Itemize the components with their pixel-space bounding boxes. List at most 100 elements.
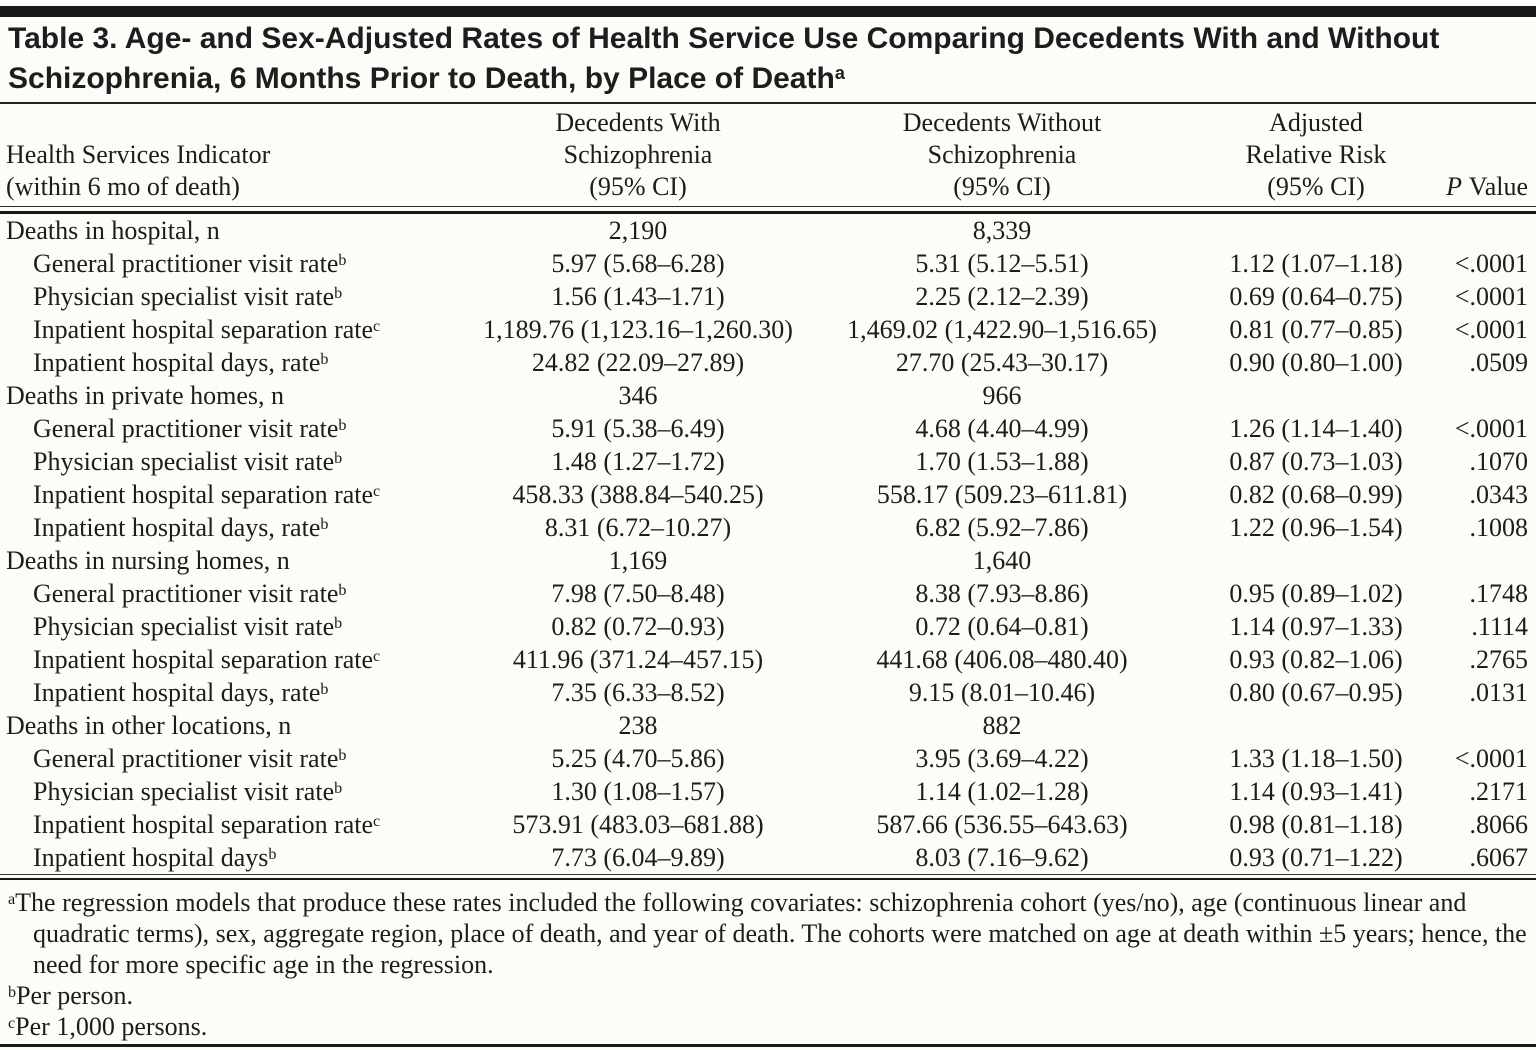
table-row: Inpatient hospital separation ratec 411.… xyxy=(0,643,1536,676)
row-footnote-marker: b xyxy=(338,746,347,764)
cell-with-schizophrenia: 8.31 (6.72–10.27) xyxy=(544,513,732,542)
cell-without-schizophrenia: 2.25 (2.12–2.39) xyxy=(915,282,1089,311)
cell-p-value: <.0001 xyxy=(1454,315,1528,344)
cell-with-schizophrenia: 5.97 (5.68–6.28) xyxy=(551,249,725,278)
column-header-p-value: P Value xyxy=(1446,172,1528,201)
row-label: Inpatient hospital separation rate xyxy=(33,480,374,509)
row-label: Physician specialist visit rate xyxy=(33,612,335,641)
row-label: Physician specialist visit rate xyxy=(33,447,335,476)
cell-without-schizophrenia: 4.68 (4.40–4.99) xyxy=(915,414,1089,443)
row-footnote-marker: c xyxy=(373,647,381,665)
cell-adjusted-relative-risk: 0.87 (0.73–1.03) xyxy=(1229,447,1403,476)
cell-p-value: .2171 xyxy=(1469,777,1529,806)
row-label: Deaths in hospital, n xyxy=(6,216,220,245)
cell-with-schizophrenia: 1.48 (1.27–1.72) xyxy=(551,447,725,476)
row-label: General practitioner visit rate xyxy=(33,249,339,278)
row-label: Inpatient hospital days, rate xyxy=(33,678,321,707)
cell-without-schizophrenia: 1.14 (1.02–1.28) xyxy=(915,777,1089,806)
table-row: Physician specialist visit rateb 1.30 (1… xyxy=(0,775,1536,808)
row-footnote-marker: b xyxy=(334,284,343,302)
cell-adjusted-relative-risk: 0.90 (0.80–1.00) xyxy=(1229,348,1403,377)
cell-without-schizophrenia: 966 xyxy=(982,381,1022,410)
table-row: Deaths in private homes, n 346 966 xyxy=(0,379,1536,412)
row-footnote-marker: b xyxy=(334,779,343,797)
cell-without-schizophrenia: 0.72 (0.64–0.81) xyxy=(915,612,1089,641)
column-header-without-schizophrenia: Decedents Without Schizophrenia (95% CI) xyxy=(902,108,1102,201)
row-label: Inpatient hospital separation rate xyxy=(33,810,374,839)
cell-without-schizophrenia: 1,469.02 (1,422.90–1,516.65) xyxy=(847,315,1157,344)
cell-with-schizophrenia: 1,189.76 (1,123.16–1,260.30) xyxy=(483,315,793,344)
cell-with-schizophrenia: 573.91 (483.03–681.88) xyxy=(512,810,764,839)
row-footnote-marker: b xyxy=(268,845,277,863)
footnote-b-marker: b xyxy=(8,983,17,1001)
column-header-indicator: Health Services Indicator (within 6 mo o… xyxy=(6,140,271,201)
row-footnote-marker: c xyxy=(373,482,381,500)
table-row: General practitioner visit rateb 5.25 (4… xyxy=(0,742,1536,775)
footnote-c-marker: c xyxy=(8,1014,16,1032)
health-service-use-table: Health Services Indicator (within 6 mo o… xyxy=(0,104,1536,874)
cell-adjusted-relative-risk: 0.81 (0.77–0.85) xyxy=(1229,315,1403,344)
row-label: General practitioner visit rate xyxy=(33,579,339,608)
cell-p-value: <.0001 xyxy=(1454,249,1528,278)
cell-p-value: .1114 xyxy=(1471,612,1528,641)
cell-p-value: .8066 xyxy=(1469,810,1529,839)
row-label: Inpatient hospital separation rate xyxy=(33,315,374,344)
table-row: Inpatient hospital days, rateb 7.35 (6.3… xyxy=(0,676,1536,709)
table-row: Deaths in nursing homes, n 1,169 1,640 xyxy=(0,544,1536,577)
cell-without-schizophrenia: 3.95 (3.69–4.22) xyxy=(915,744,1089,773)
row-footnote-marker: c xyxy=(373,317,381,335)
cell-p-value xyxy=(1444,379,1536,412)
cell-without-schizophrenia: 27.70 (25.43–30.17) xyxy=(895,348,1109,377)
cell-with-schizophrenia: 7.73 (6.04–9.89) xyxy=(551,843,725,872)
column-header-with-schizophrenia: Decedents With Schizophrenia (95% CI) xyxy=(555,108,721,201)
row-footnote-marker: c xyxy=(373,812,381,830)
row-footnote-marker: b xyxy=(334,614,343,632)
cell-p-value xyxy=(1444,709,1536,742)
cell-p-value: .0131 xyxy=(1469,678,1529,707)
table-row: Inpatient hospital separation ratec 458.… xyxy=(0,478,1536,511)
table-title-line2: Schizophrenia, 6 Months Prior to Death, … xyxy=(8,62,845,95)
cell-adjusted-relative-risk: 0.93 (0.82–1.06) xyxy=(1229,645,1403,674)
table-row: Inpatient hospital days, rateb 24.82 (22… xyxy=(0,346,1536,379)
table-title: Table 3. Age- and Sex-Adjusted Rates of … xyxy=(8,19,1526,99)
table-row: Deaths in hospital, n 2,190 8,339 xyxy=(0,214,1536,247)
cell-p-value xyxy=(1444,214,1536,247)
row-label: General practitioner visit rate xyxy=(33,744,339,773)
footnotes: aThe regression models that produce thes… xyxy=(8,887,1528,1042)
bottom-rule xyxy=(0,1044,1536,1047)
title-rule xyxy=(0,102,1536,104)
cell-p-value: <.0001 xyxy=(1454,414,1528,443)
cell-with-schizophrenia: 346 xyxy=(618,381,658,410)
cell-adjusted-relative-risk: 1.33 (1.18–1.50) xyxy=(1229,744,1403,773)
cell-without-schizophrenia: 587.66 (536.55–643.63) xyxy=(876,810,1128,839)
table-row: General practitioner visit rateb 5.97 (5… xyxy=(0,247,1536,280)
footnote-a-marker: a xyxy=(8,890,16,908)
column-header-adjusted-relative-risk: Adjusted Relative Risk (95% CI) xyxy=(1245,108,1387,201)
header-row: Health Services Indicator (within 6 mo o… xyxy=(0,104,1536,206)
table-row: General practitioner visit rateb 7.98 (7… xyxy=(0,577,1536,610)
row-footnote-marker: b xyxy=(320,350,329,368)
row-label: Physician specialist visit rate xyxy=(33,282,335,311)
cell-adjusted-relative-risk: 0.80 (0.67–0.95) xyxy=(1229,678,1403,707)
top-rule xyxy=(0,6,1536,17)
cell-with-schizophrenia: 2,190 xyxy=(608,216,668,245)
cell-adjusted-relative-risk xyxy=(1188,214,1444,247)
cell-with-schizophrenia: 7.98 (7.50–8.48) xyxy=(551,579,725,608)
cell-p-value: .1070 xyxy=(1469,447,1529,476)
footnote-c: cPer 1,000 persons. xyxy=(8,1012,208,1041)
cell-p-value: .1008 xyxy=(1469,513,1529,542)
cell-p-value xyxy=(1444,544,1536,577)
cell-adjusted-relative-risk: 0.95 (0.89–1.02) xyxy=(1229,579,1403,608)
table-row: Deaths in other locations, n 238 882 xyxy=(0,709,1536,742)
table-figure: Table 3. Age- and Sex-Adjusted Rates of … xyxy=(0,6,1536,1050)
cell-adjusted-relative-risk: 0.93 (0.71–1.22) xyxy=(1229,843,1403,872)
header-rule-row xyxy=(0,206,1536,214)
row-label: Inpatient hospital days, rate xyxy=(33,513,321,542)
cell-without-schizophrenia: 8.38 (7.93–8.86) xyxy=(915,579,1089,608)
cell-without-schizophrenia: 9.15 (8.01–10.46) xyxy=(908,678,1096,707)
table-row: Inpatient hospital separation ratec 1,18… xyxy=(0,313,1536,346)
cell-without-schizophrenia: 882 xyxy=(982,711,1022,740)
table-title-line1: Table 3. Age- and Sex-Adjusted Rates of … xyxy=(8,22,1440,55)
cell-p-value: <.0001 xyxy=(1454,282,1528,311)
table-row: General practitioner visit rateb 5.91 (5… xyxy=(0,412,1536,445)
